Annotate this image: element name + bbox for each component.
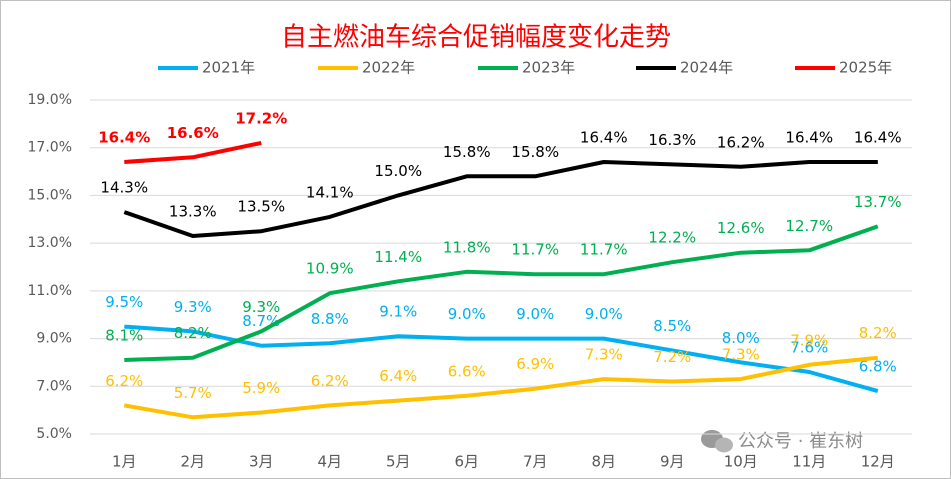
series-line [124,140,262,164]
data-label: 12.7% [785,217,833,235]
data-label: 8.5% [653,317,691,335]
watermark: 公众号 · 崔东树 [738,431,863,452]
data-label: 15.8% [511,143,559,161]
data-label: 10.9% [306,260,354,278]
legend-label: 2024年 [680,59,733,77]
y-tick-label: 9.0% [36,331,72,347]
y-tick-label: 19.0% [28,92,72,108]
data-label: 9.1% [379,303,417,321]
data-label: 6.6% [448,362,486,380]
y-tick-label: 7.0% [36,378,72,394]
data-label: 8.2% [859,324,897,342]
data-label: 6.8% [859,358,897,376]
data-label: 5.7% [174,384,212,402]
x-tick-label: 3月 [249,453,274,471]
data-label: 13.7% [854,193,902,211]
data-label: 16.3% [648,131,696,149]
data-label: 9.3% [242,298,280,316]
data-label: 13.3% [169,202,217,220]
series-line [124,224,879,362]
data-label: 9.5% [105,293,143,311]
data-label: 9.0% [516,305,554,323]
data-label: 8.2% [174,324,212,342]
y-tick-label: 17.0% [28,140,72,156]
data-label: 7.2% [653,348,691,366]
data-label: 14.3% [100,179,148,197]
data-label: 13.5% [237,198,285,216]
series-line [123,355,879,420]
chart-title: 自主燃油车综合促销幅度变化走势 [281,23,671,53]
x-tick-label: 6月 [454,453,479,471]
x-tick-label: 2月 [180,453,205,471]
data-label: 14.1% [306,183,354,201]
data-label: 6.4% [379,367,417,385]
data-label: 8.8% [311,310,349,328]
data-label: 11.7% [511,241,559,259]
x-tick-label: 5月 [386,453,411,471]
legend-label: 2022年 [362,59,415,77]
data-label: 6.2% [105,372,143,390]
data-label: 9.0% [448,305,486,323]
y-tick-label: 13.0% [28,235,72,251]
data-label: 15.0% [374,162,422,180]
data-label: 9.3% [174,298,212,316]
x-tick-label: 11月 [792,453,826,471]
data-label: 7.3% [585,346,623,364]
data-label: 11.8% [443,238,491,256]
data-label: 16.4% [854,129,902,147]
x-tick-label: 8月 [591,453,616,471]
data-label: 5.9% [242,379,280,397]
y-tick-label: 15.0% [28,187,72,203]
data-label: 11.7% [580,241,628,259]
data-label: 7.3% [722,346,760,364]
data-label: 9.0% [585,305,623,323]
data-label: 16.4% [580,129,628,147]
data-label: 12.2% [648,229,696,247]
legend-label: 2021年 [202,59,255,77]
series-line [123,160,878,238]
data-label: 6.9% [516,355,554,373]
data-label: 16.4% [98,129,150,147]
data-label: 17.2% [235,109,287,127]
y-tick-label: 11.0% [28,283,72,299]
data-label: 16.2% [717,133,765,151]
data-label: 11.4% [374,248,422,266]
data-label: 15.8% [443,143,491,161]
x-tick-label: 12月 [861,453,895,471]
x-tick-label: 9月 [660,453,685,471]
x-tick-label: 7月 [523,453,548,471]
x-tick-label: 10月 [724,453,758,471]
data-label: 6.2% [311,372,349,390]
x-tick-label: 1月 [112,453,137,471]
y-tick-label: 5.0% [36,426,72,442]
data-label: 12.6% [717,219,765,237]
data-label: 7.6% [790,338,828,356]
data-label: 8.1% [105,327,143,345]
data-label: 16.6% [167,124,219,142]
data-label: 7.9% [790,331,828,349]
data-label: 16.4% [785,129,833,147]
series-line [124,324,879,394]
legend-label: 2023年 [522,59,575,77]
data-label: 8.0% [722,329,760,347]
legend-label: 2025年 [839,59,892,77]
x-tick-label: 4月 [317,453,342,471]
